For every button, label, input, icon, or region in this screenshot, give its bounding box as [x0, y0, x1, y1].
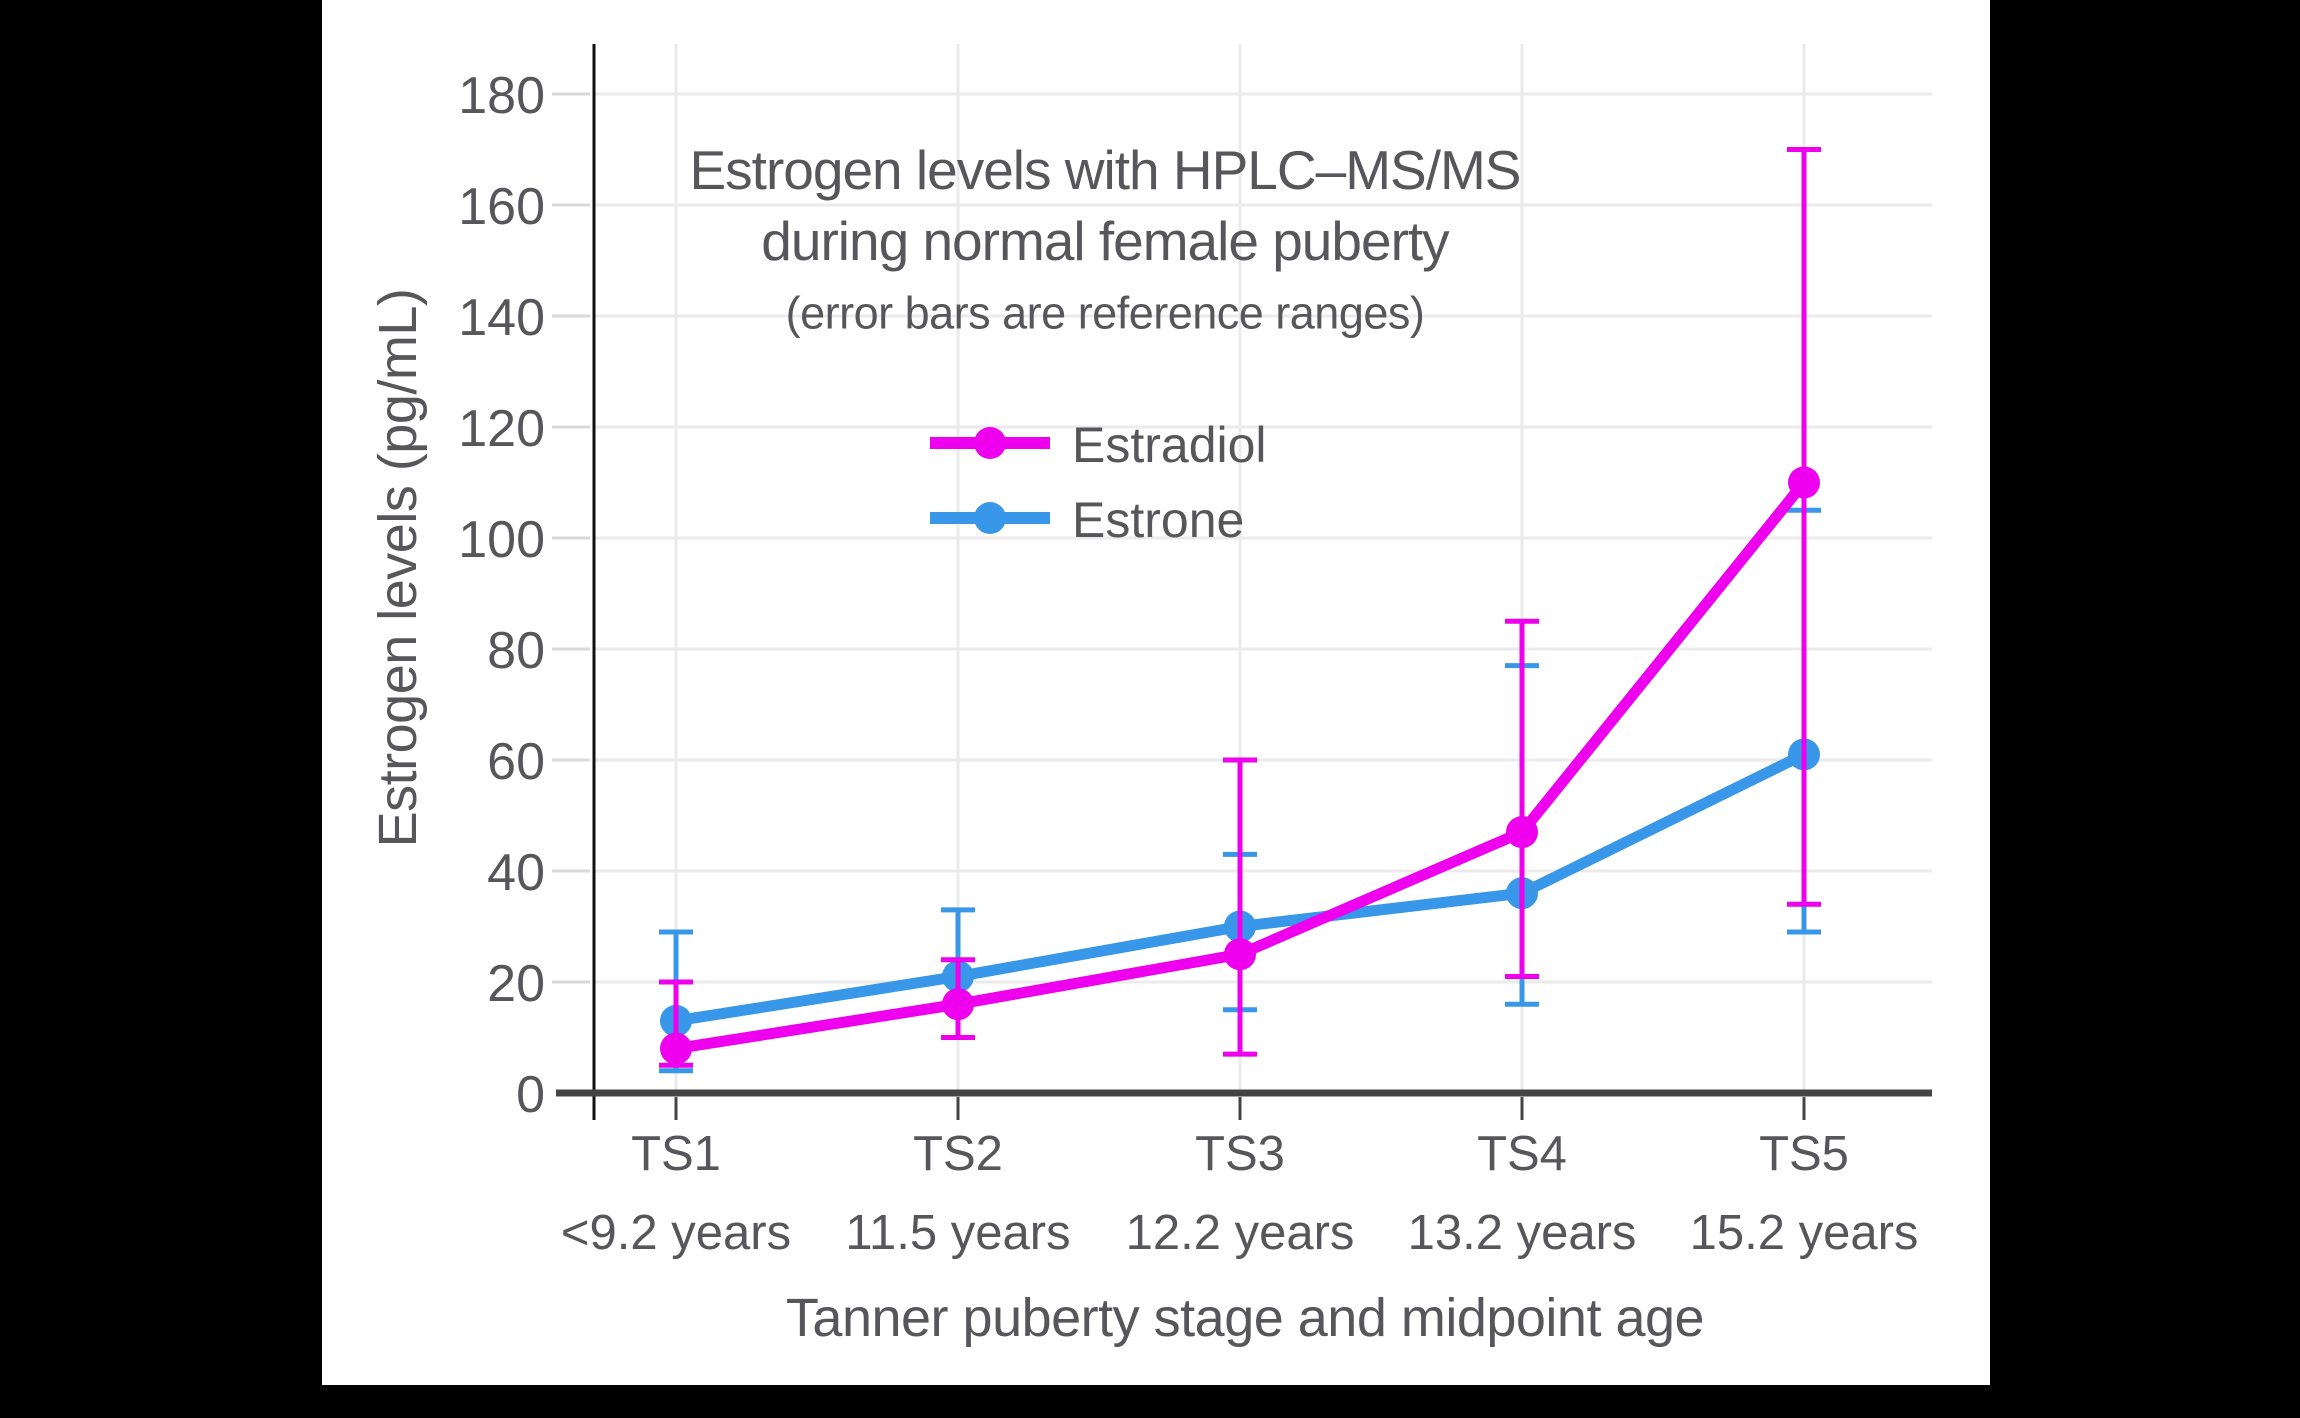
- x-tick-label-age: <9.2 years: [561, 1206, 791, 1260]
- x-tick-label-age: 12.2 years: [1126, 1206, 1355, 1260]
- chart-title-line2: during normal female puberty: [761, 210, 1450, 272]
- legend: Estradiol Estrone: [930, 417, 1267, 548]
- legend-item-estradiol: Estradiol: [930, 417, 1267, 473]
- estradiol-marker: [1224, 938, 1256, 971]
- x-tick-label-age: 11.5 years: [845, 1206, 1070, 1260]
- y-axis-title: Estrogen levels (pg/mL): [368, 289, 428, 848]
- series-estradiol: [659, 147, 1821, 1068]
- y-tick-label: 100: [458, 511, 545, 569]
- estradiol-marker: [660, 1032, 692, 1065]
- y-tick-label: 20: [487, 955, 545, 1013]
- legend-label-estrone: Estrone: [1072, 492, 1244, 548]
- x-tick-label-stage: TS4: [1477, 1127, 1567, 1181]
- y-tick-label: 180: [458, 67, 545, 125]
- estradiol-error-bar: [1787, 147, 1821, 907]
- x-tick-label-stage: TS1: [631, 1127, 721, 1181]
- chart-subtitle: (error bars are reference ranges): [786, 288, 1425, 339]
- y-tick-label: 40: [487, 844, 545, 902]
- legend-item-estrone: Estrone: [930, 492, 1244, 548]
- chart-title-line1: Estrogen levels with HPLC–MS/MS: [690, 139, 1521, 201]
- estradiol-error-bar: [1223, 757, 1257, 1057]
- estradiol-marker: [942, 988, 974, 1021]
- x-axis-title: Tanner puberty stage and midpoint age: [786, 1288, 1704, 1348]
- y-tick-label: 60: [487, 733, 545, 791]
- y-tick-label: 0: [516, 1066, 545, 1124]
- estradiol-marker: [1788, 466, 1820, 499]
- x-tick-label-stage: TS2: [913, 1127, 1003, 1181]
- data-series: [659, 147, 1821, 1074]
- x-tick-label-stage: TS3: [1195, 1127, 1285, 1181]
- y-tick-label: 140: [458, 289, 545, 347]
- axis-lines: [556, 44, 1932, 1120]
- y-tick-label: 160: [458, 178, 545, 236]
- estrone-legend-dot-icon: [974, 502, 1006, 534]
- estradiol-marker: [1506, 816, 1538, 849]
- y-tick-label: 120: [458, 400, 545, 458]
- tick-labels: 0 20 40 60 80 100 120 140 160 180 TS1 TS2 TS3 TS4 TS5 <…: [458, 67, 1918, 1260]
- x-tick-label-age: 13.2 years: [1408, 1206, 1637, 1260]
- estradiol-error-bar: [1505, 618, 1539, 979]
- x-tick-label-stage: TS5: [1759, 1127, 1849, 1181]
- chart-panel: [322, 0, 1990, 1385]
- axis-ticks: [552, 92, 1806, 1120]
- x-tick-label-age: 15.2 years: [1690, 1206, 1919, 1260]
- legend-label-estradiol: Estradiol: [1072, 417, 1267, 473]
- y-tick-label: 80: [487, 622, 545, 680]
- estradiol-legend-dot-icon: [974, 427, 1006, 459]
- horizontal-gridlines: [595, 92, 1932, 984]
